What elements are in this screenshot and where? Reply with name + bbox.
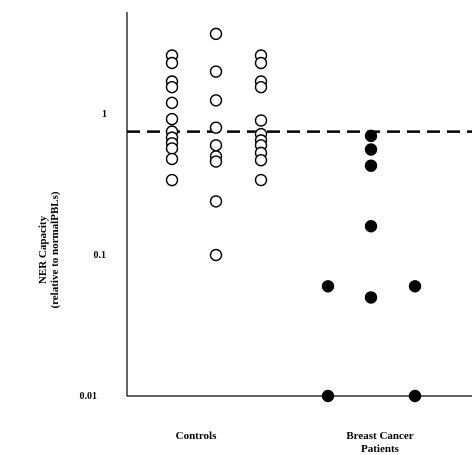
patient-point-c2-0	[408, 280, 422, 293]
control-point-c1-6	[209, 155, 223, 168]
control-point-c1-0	[209, 27, 223, 41]
control-point-c2-1	[254, 56, 268, 70]
patient-point-c1-0	[364, 129, 378, 143]
patient-point-c2-1	[408, 389, 422, 403]
patient-point-c0-0	[321, 280, 335, 293]
control-point-c1-1	[209, 65, 223, 78]
control-point-c2-4	[254, 114, 268, 127]
control-point-c1-7	[209, 195, 223, 208]
patient-point-c1-4	[364, 291, 378, 304]
patient-point-c1-3	[364, 220, 378, 233]
y-axis-title: NER Capacity (relative to normalPBLs)	[37, 191, 61, 308]
control-point-c0-10	[165, 152, 179, 166]
control-point-c0-11	[165, 173, 179, 187]
control-point-c0-4	[165, 96, 179, 110]
control-point-c1-4	[209, 139, 223, 152]
category-label-patients-line2: Patients	[361, 443, 400, 455]
control-point-c1-2	[209, 94, 223, 107]
control-point-c0-1	[165, 56, 179, 70]
data-markers	[165, 27, 422, 403]
category-label-patients-line1: Breast Cancer	[346, 430, 413, 442]
control-point-c0-5	[165, 112, 179, 126]
y-tick-label-0.01: 0.01	[80, 391, 98, 402]
y-tick-label-0.1: 0.1	[94, 250, 107, 261]
patient-point-c0-1	[321, 389, 335, 403]
control-point-c2-10	[254, 173, 268, 187]
control-point-c1-3	[209, 121, 223, 134]
y-axis-title-line1: NER Capacity	[37, 215, 49, 284]
control-point-c2-3	[254, 80, 268, 94]
category-label-controls: Controls	[176, 430, 217, 442]
control-point-c1-8	[209, 248, 223, 262]
y-axis-title-line2: (relative to normalPBLs)	[49, 191, 61, 308]
patient-point-c1-1	[364, 143, 378, 156]
control-point-c0-9	[165, 142, 179, 155]
control-point-c2-9	[254, 154, 268, 167]
y-tick-label-1: 1	[102, 109, 107, 120]
control-point-c0-3	[165, 80, 179, 94]
patient-point-c1-2	[364, 159, 378, 172]
